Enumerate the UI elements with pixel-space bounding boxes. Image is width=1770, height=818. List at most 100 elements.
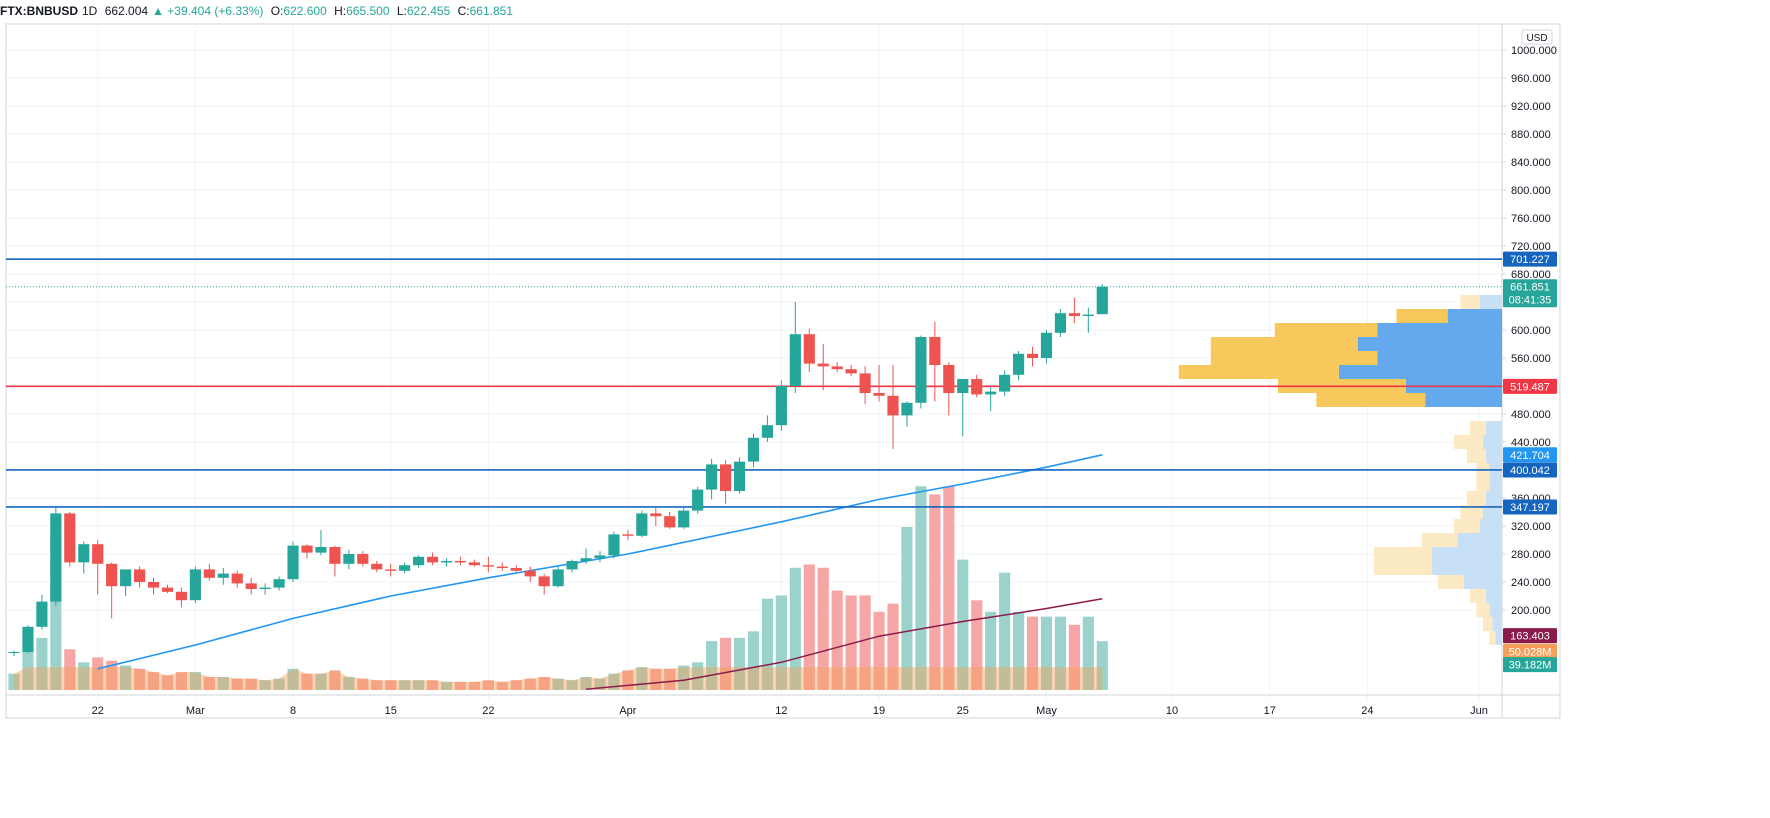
volume-profile-down-bar bbox=[1425, 393, 1502, 407]
volume-bar bbox=[887, 603, 899, 690]
price-change: ▲ +39.404 (+6.33%) bbox=[152, 4, 264, 18]
level-price-tag-bg bbox=[1503, 251, 1557, 267]
volume-bar bbox=[636, 667, 648, 690]
volume-bar bbox=[901, 527, 913, 690]
volume-bar bbox=[133, 668, 146, 690]
symbol-name[interactable]: FTX:BNBUSD bbox=[0, 4, 78, 18]
volume-profile-down-bar bbox=[1486, 449, 1502, 463]
volume-bar bbox=[524, 678, 536, 690]
volume-bar bbox=[399, 680, 411, 690]
volume-profile-down-bar bbox=[1431, 561, 1502, 575]
volume-profile-down-bar bbox=[1495, 631, 1502, 645]
volume-bar bbox=[482, 680, 494, 690]
candle-body bbox=[538, 576, 550, 587]
axis-value-tag-bg bbox=[1503, 643, 1557, 659]
time-tick-label: 15 bbox=[385, 705, 397, 717]
time-tick-label: 24 bbox=[1361, 705, 1373, 717]
volume-bar bbox=[175, 672, 188, 690]
volume-profile-down-bar bbox=[1479, 295, 1502, 309]
volume-profile-up-bar bbox=[1210, 351, 1378, 365]
candle-body bbox=[719, 464, 732, 491]
volume-profile-up-bar bbox=[1178, 365, 1339, 379]
price-tick-label: 960.000 bbox=[1511, 73, 1551, 85]
volume-bar bbox=[580, 676, 592, 690]
candle-body bbox=[106, 563, 118, 587]
volume-profile-up-bar bbox=[1460, 295, 1480, 309]
candle-body bbox=[915, 337, 927, 403]
price-tick-label: 680.000 bbox=[1511, 269, 1551, 281]
candle-body bbox=[203, 569, 215, 578]
high-label: H: bbox=[334, 4, 347, 18]
volume-profile-up-bar bbox=[1374, 561, 1432, 575]
volume-bar bbox=[510, 680, 522, 690]
time-tick-label: 12 bbox=[775, 705, 787, 717]
candle-body bbox=[385, 569, 397, 571]
volume-bar bbox=[22, 647, 34, 690]
volume-profile-down-bar bbox=[1338, 365, 1502, 379]
volume-profile-up-bar bbox=[1438, 575, 1464, 589]
volume-bar bbox=[859, 595, 871, 690]
close-label: C: bbox=[457, 4, 470, 18]
price-tick-label: 840.000 bbox=[1511, 157, 1551, 169]
volume-bar bbox=[189, 672, 201, 690]
last-price: 662.004 bbox=[104, 4, 149, 18]
axis-value-tag: 39.182M bbox=[1509, 660, 1552, 672]
volume-bar bbox=[985, 611, 997, 690]
volume-bar bbox=[1054, 616, 1067, 690]
volume-bar bbox=[566, 680, 578, 690]
time-tick-label: 22 bbox=[482, 705, 494, 717]
axis-value-tag-bg bbox=[1503, 657, 1557, 673]
volume-bar bbox=[64, 649, 76, 690]
level-price-tag: 519.487 bbox=[1510, 381, 1550, 393]
interval-label[interactable]: 1D bbox=[82, 4, 98, 18]
volume-profile-up-bar bbox=[1476, 603, 1490, 617]
volume-bar bbox=[678, 665, 690, 690]
candle-body bbox=[399, 565, 411, 571]
price-tick-label: 320.000 bbox=[1511, 521, 1551, 533]
volume-profile-down-bar bbox=[1447, 309, 1502, 323]
candle-body bbox=[217, 573, 229, 578]
time-tick-label: Apr bbox=[619, 705, 636, 717]
volume-bar bbox=[217, 676, 229, 690]
candle-body bbox=[1012, 353, 1025, 375]
candle-body bbox=[692, 489, 704, 511]
volume-bar bbox=[915, 486, 927, 690]
volume-bar bbox=[259, 680, 271, 690]
volume-bar bbox=[36, 637, 48, 690]
candle-body bbox=[733, 461, 746, 491]
volume-profile-up-bar bbox=[1396, 309, 1448, 323]
volume-profile-up-bar bbox=[1466, 449, 1486, 463]
candle-body bbox=[803, 334, 815, 364]
candle-body bbox=[496, 566, 508, 568]
volume-bar bbox=[789, 567, 801, 690]
volume-bar bbox=[203, 676, 215, 690]
volume-profile-down-bar bbox=[1489, 477, 1502, 491]
volume-bar bbox=[719, 637, 732, 690]
volume-bar bbox=[106, 660, 118, 690]
candle-body bbox=[92, 544, 104, 564]
candle-body bbox=[454, 561, 467, 563]
volume-profile-down-bar bbox=[1457, 533, 1502, 547]
volume-profile-down-bar bbox=[1377, 351, 1502, 365]
volume-ma-area bbox=[14, 667, 1103, 690]
candle-body bbox=[1082, 314, 1094, 316]
volume-bar bbox=[929, 494, 941, 690]
candle-body bbox=[50, 513, 62, 602]
volume-bar bbox=[147, 672, 160, 690]
level-price-tag-bg bbox=[1503, 462, 1557, 478]
volume-bar bbox=[287, 668, 299, 690]
candle-body bbox=[36, 601, 48, 627]
volume-bar bbox=[733, 637, 746, 690]
candle-body bbox=[552, 569, 564, 587]
candle-body bbox=[999, 374, 1011, 392]
candle-body bbox=[1054, 313, 1067, 333]
volume-bar bbox=[650, 668, 662, 690]
volume-bar bbox=[664, 668, 676, 690]
volume-profile-down-bar bbox=[1377, 323, 1502, 337]
candle-body bbox=[817, 363, 829, 367]
volume-profile-down-bar bbox=[1431, 547, 1502, 561]
candle-body bbox=[636, 513, 648, 536]
volume-bar bbox=[8, 673, 20, 690]
volume-bar bbox=[440, 681, 453, 690]
